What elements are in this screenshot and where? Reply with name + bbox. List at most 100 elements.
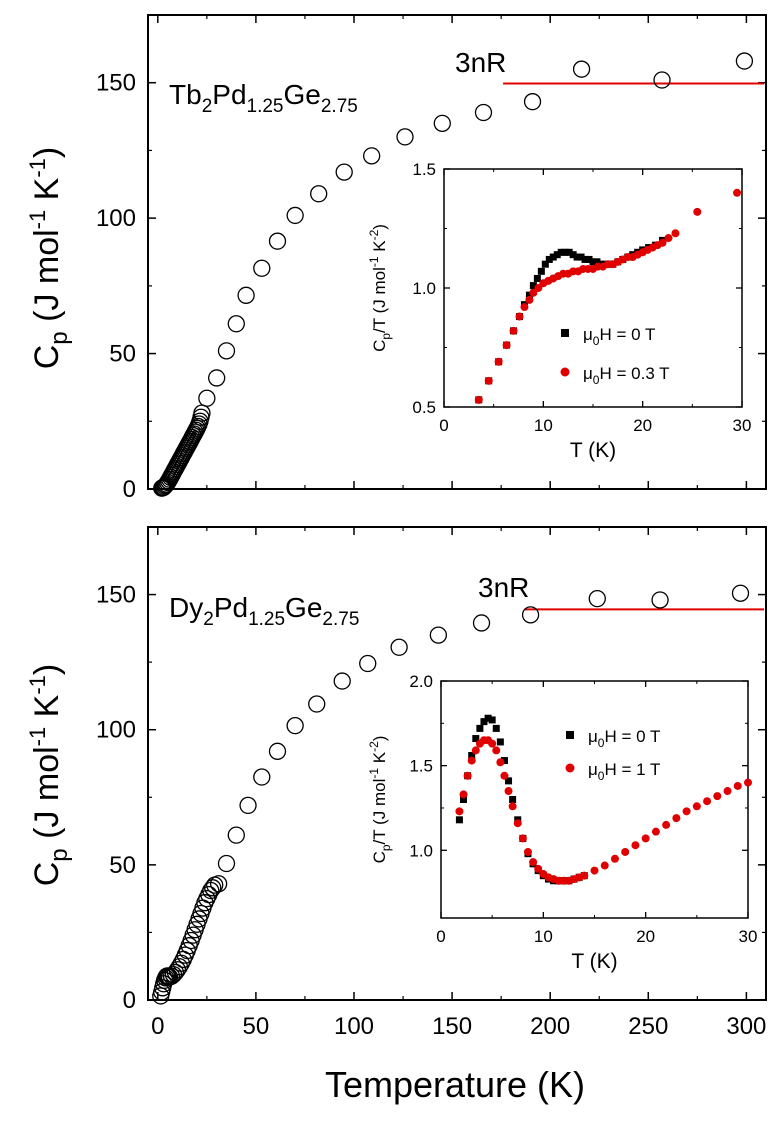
inset-point-square	[589, 258, 597, 266]
inset-point-circle	[534, 864, 543, 873]
inset-point-circle	[455, 807, 464, 816]
inset-point-square	[529, 282, 537, 290]
inset-point-circle	[471, 746, 480, 755]
inset-point-square	[557, 248, 565, 256]
inset-point-circle	[631, 841, 640, 850]
compound-label: Dy2Pd1.25Ge2.75	[169, 592, 359, 630]
data-point-open-circle	[731, 584, 750, 602]
inset-ylabel-sub: p	[379, 333, 393, 340]
inset-point-circle	[600, 861, 609, 870]
inset-point-circle	[744, 778, 752, 787]
y-tick-label: 50	[109, 852, 136, 879]
legend-mu: μ	[588, 727, 598, 746]
inset-point-circle	[509, 326, 518, 335]
x-tick-label: 250	[628, 1013, 668, 1040]
compound-subscript-2: 1.25	[247, 96, 284, 117]
inset-x-tick-label: 0	[439, 416, 448, 435]
y-tick-label: 0	[123, 476, 136, 503]
inset-point-circle	[502, 341, 511, 350]
inset-ylabel-sup: -2	[367, 229, 381, 240]
legend-text: H = 0 T	[604, 727, 660, 746]
y-tick-label: 50	[109, 341, 136, 368]
inset-point-circle	[504, 787, 513, 796]
x-tick-label: 300	[726, 1013, 766, 1040]
y-tick-label: 150	[96, 582, 136, 609]
legend-text: H = 0.3 T	[599, 364, 669, 383]
inset-point-square	[455, 816, 463, 824]
inset-point-square	[480, 718, 488, 726]
data-point-open-circle	[208, 369, 226, 387]
data-point-open-circle	[268, 232, 287, 250]
inset-ylabel-sup: -2	[367, 741, 381, 752]
x-tick-label: 200	[530, 1013, 570, 1040]
x-axis-label: Temperature (K)	[325, 1064, 585, 1105]
inset-point-circle	[523, 847, 532, 856]
inset-point-circle	[467, 756, 476, 765]
inset-point-circle	[474, 395, 483, 404]
inset-ylabel-sub: p	[379, 844, 393, 851]
inset-point-circle	[692, 802, 701, 811]
compound-subscript-1: 2	[202, 96, 213, 117]
inset-ylabel-part: C	[370, 851, 389, 863]
inset-point-square	[496, 738, 504, 746]
y-tick-label: 100	[96, 717, 136, 744]
inset-point-circle	[693, 207, 702, 216]
inset-y-tick-label: 1.5	[409, 757, 433, 776]
annotation-3nR: 3nR	[478, 572, 529, 603]
inset-point-square	[525, 291, 533, 299]
inset-y-tick-label: 2.0	[409, 672, 433, 691]
inset-point-circle	[658, 238, 667, 247]
legend-marker-square	[566, 731, 574, 739]
compound-label: Tb2Pd1.25Ge2.75	[169, 79, 358, 117]
data-point-open-circle	[198, 889, 216, 908]
inset-point-square	[569, 251, 577, 259]
inset-point-circle	[500, 771, 509, 780]
compound-element-3: Ge	[284, 79, 321, 110]
inset-point-circle	[525, 295, 534, 304]
inset-point-circle	[529, 288, 538, 297]
inset-y-tick-label: 1.0	[412, 279, 436, 298]
data-point-open-circle	[253, 768, 271, 786]
inset-point-square	[500, 757, 508, 765]
inset-point-square	[476, 724, 484, 732]
data-point-open-circle	[268, 742, 287, 760]
legend-sub: 0	[598, 736, 605, 750]
inset-frame	[443, 168, 743, 408]
inset-y-axis-label: Cp/T (J mol-1 K-2)	[367, 736, 393, 864]
inset-x-tick-label: 20	[633, 416, 652, 435]
x-tick-label: 150	[432, 1013, 472, 1040]
inset-ylabel-part: K	[370, 240, 389, 257]
data-point-open-circle	[363, 147, 381, 165]
compound-element-3: Ge	[285, 592, 322, 623]
x-tick-label: 0	[151, 1013, 164, 1040]
inset-point-circle	[590, 866, 599, 875]
data-point-open-circle	[166, 963, 185, 982]
legend-text: H = 0 T	[599, 325, 655, 344]
data-point-open-circle	[335, 163, 353, 181]
inset-point-square	[472, 735, 480, 743]
inset-point-square	[533, 274, 541, 282]
inset-point-circle	[534, 284, 543, 292]
inset-point-circle	[651, 827, 660, 836]
inset-y-tick-label: 1.5	[412, 160, 436, 179]
inset-ylabel-part: )	[370, 736, 389, 742]
data-point-open-circle	[196, 894, 214, 912]
data-point-open-circle	[521, 606, 540, 624]
data-point-open-circle	[396, 128, 414, 146]
data-point-open-circle	[588, 589, 606, 608]
data-point-open-circle	[237, 286, 255, 304]
inset-point-circle	[713, 792, 722, 801]
inset-y-tick-label: 1.0	[409, 841, 433, 860]
compound-subscript-1: 2	[203, 609, 214, 630]
inset-point-circle	[529, 858, 538, 867]
inset-point-square	[561, 248, 569, 256]
legend-label: μ0H = 0 T	[583, 325, 655, 348]
x-tick-label: 50	[243, 1013, 270, 1040]
plot-frame	[147, 526, 767, 1001]
legend-marker-circle	[565, 763, 575, 773]
inset-point-circle	[672, 814, 681, 823]
inset-point-circle	[733, 781, 742, 790]
